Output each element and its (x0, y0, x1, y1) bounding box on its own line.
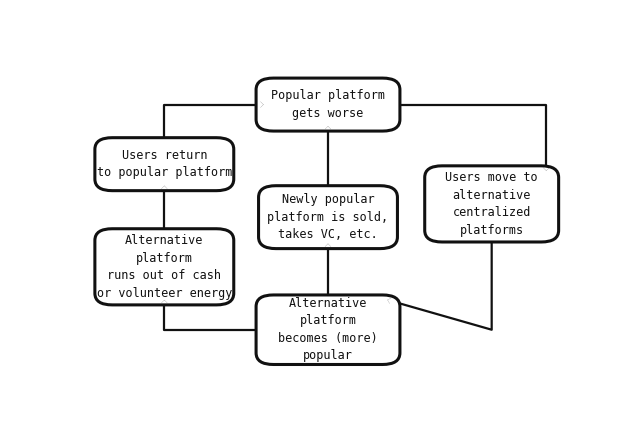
FancyBboxPatch shape (95, 229, 234, 305)
Text: Users move to
alternative
centralized
platforms: Users move to alternative centralized pl… (445, 171, 538, 237)
FancyBboxPatch shape (95, 138, 234, 190)
Text: Alternative
platform
becomes (more)
popular: Alternative platform becomes (more) popu… (278, 297, 378, 362)
Text: Popular platform
gets worse: Popular platform gets worse (271, 89, 385, 120)
FancyBboxPatch shape (259, 186, 397, 249)
Text: Users return
to popular platform: Users return to popular platform (97, 149, 232, 179)
Text: Newly popular
platform is sold,
takes VC, etc.: Newly popular platform is sold, takes VC… (268, 193, 388, 241)
FancyBboxPatch shape (425, 166, 559, 242)
FancyBboxPatch shape (256, 78, 400, 131)
FancyBboxPatch shape (256, 295, 400, 365)
Text: Alternative
platform
runs out of cash
or volunteer energy: Alternative platform runs out of cash or… (97, 234, 232, 300)
